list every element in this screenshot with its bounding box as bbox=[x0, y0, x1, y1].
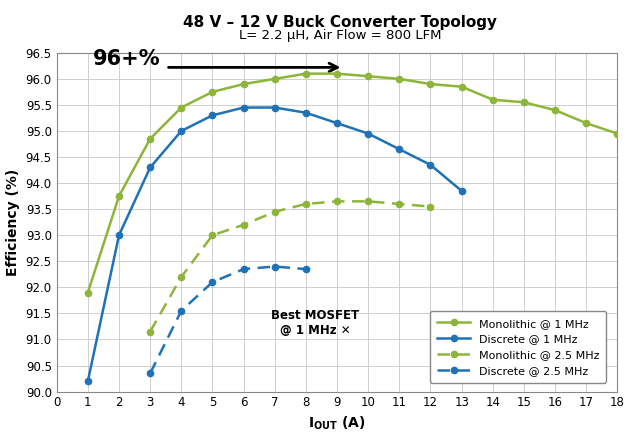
Monolithic @ 1 MHz bbox=[427, 81, 434, 87]
Monolithic @ 1 MHz bbox=[178, 105, 185, 110]
Y-axis label: Efficiency (%): Efficiency (%) bbox=[6, 169, 20, 276]
Monolithic @ 2.5 MHz bbox=[302, 202, 310, 207]
Discrete @ 1 MHz bbox=[302, 110, 310, 115]
Monolithic @ 2.5 MHz bbox=[178, 274, 185, 279]
Discrete @ 2.5 MHz bbox=[146, 371, 154, 376]
Discrete @ 2.5 MHz bbox=[240, 267, 248, 272]
Discrete @ 1 MHz bbox=[240, 105, 248, 110]
Discrete @ 2.5 MHz bbox=[209, 279, 216, 285]
Line: Monolithic @ 2.5 MHz: Monolithic @ 2.5 MHz bbox=[147, 198, 433, 335]
Monolithic @ 1 MHz bbox=[614, 131, 621, 136]
Discrete @ 1 MHz bbox=[209, 113, 216, 118]
Discrete @ 1 MHz bbox=[146, 165, 154, 170]
Discrete @ 1 MHz bbox=[427, 162, 434, 168]
Monolithic @ 2.5 MHz bbox=[209, 233, 216, 238]
Monolithic @ 1 MHz bbox=[520, 100, 528, 105]
Monolithic @ 1 MHz bbox=[333, 71, 341, 76]
Text: Best MOSFET
@ 1 MHz ✕: Best MOSFET @ 1 MHz ✕ bbox=[271, 309, 359, 337]
Discrete @ 1 MHz bbox=[178, 128, 185, 134]
Text: 48 V – 12 V Buck Converter Topology: 48 V – 12 V Buck Converter Topology bbox=[183, 15, 497, 30]
Monolithic @ 1 MHz bbox=[551, 107, 559, 113]
Monolithic @ 2.5 MHz bbox=[396, 202, 403, 207]
Monolithic @ 1 MHz bbox=[583, 121, 590, 126]
Monolithic @ 2.5 MHz bbox=[427, 204, 434, 209]
Text: 96+%: 96+% bbox=[93, 49, 160, 69]
Monolithic @ 1 MHz bbox=[146, 136, 154, 141]
Discrete @ 1 MHz bbox=[84, 378, 91, 384]
Discrete @ 1 MHz bbox=[333, 121, 341, 126]
Monolithic @ 1 MHz bbox=[84, 290, 91, 295]
Monolithic @ 2.5 MHz bbox=[333, 199, 341, 204]
Discrete @ 1 MHz bbox=[396, 147, 403, 152]
Monolithic @ 2.5 MHz bbox=[146, 329, 154, 334]
Monolithic @ 1 MHz bbox=[209, 89, 216, 95]
Monolithic @ 1 MHz bbox=[240, 81, 248, 87]
Line: Discrete @ 2.5 MHz: Discrete @ 2.5 MHz bbox=[147, 264, 309, 377]
Discrete @ 1 MHz bbox=[115, 233, 123, 238]
Discrete @ 2.5 MHz bbox=[302, 267, 310, 272]
Monolithic @ 1 MHz bbox=[271, 76, 278, 81]
Line: Monolithic @ 1 MHz: Monolithic @ 1 MHz bbox=[84, 70, 621, 296]
Legend: Monolithic @ 1 MHz, Discrete @ 1 MHz, Monolithic @ 2.5 MHz, Discrete @ 2.5 MHz: Monolithic @ 1 MHz, Discrete @ 1 MHz, Mo… bbox=[430, 311, 606, 383]
Discrete @ 2.5 MHz bbox=[178, 308, 185, 313]
Discrete @ 1 MHz bbox=[364, 131, 372, 136]
Discrete @ 1 MHz bbox=[458, 188, 466, 194]
Monolithic @ 1 MHz bbox=[489, 97, 496, 103]
Discrete @ 2.5 MHz bbox=[271, 264, 278, 269]
Text: L= 2.2 μH, Air Flow = 800 LFM: L= 2.2 μH, Air Flow = 800 LFM bbox=[239, 29, 442, 42]
Monolithic @ 1 MHz bbox=[115, 194, 123, 199]
Monolithic @ 2.5 MHz bbox=[240, 222, 248, 227]
X-axis label: $\mathregular{I_{OUT}}$ (A): $\mathregular{I_{OUT}}$ (A) bbox=[308, 415, 366, 433]
Discrete @ 1 MHz bbox=[271, 105, 278, 110]
Monolithic @ 2.5 MHz bbox=[271, 209, 278, 214]
Monolithic @ 1 MHz bbox=[458, 84, 466, 89]
Monolithic @ 1 MHz bbox=[396, 76, 403, 81]
Monolithic @ 2.5 MHz bbox=[364, 199, 372, 204]
Monolithic @ 1 MHz bbox=[302, 71, 310, 76]
Line: Discrete @ 1 MHz: Discrete @ 1 MHz bbox=[84, 104, 465, 384]
Monolithic @ 1 MHz bbox=[364, 73, 372, 79]
